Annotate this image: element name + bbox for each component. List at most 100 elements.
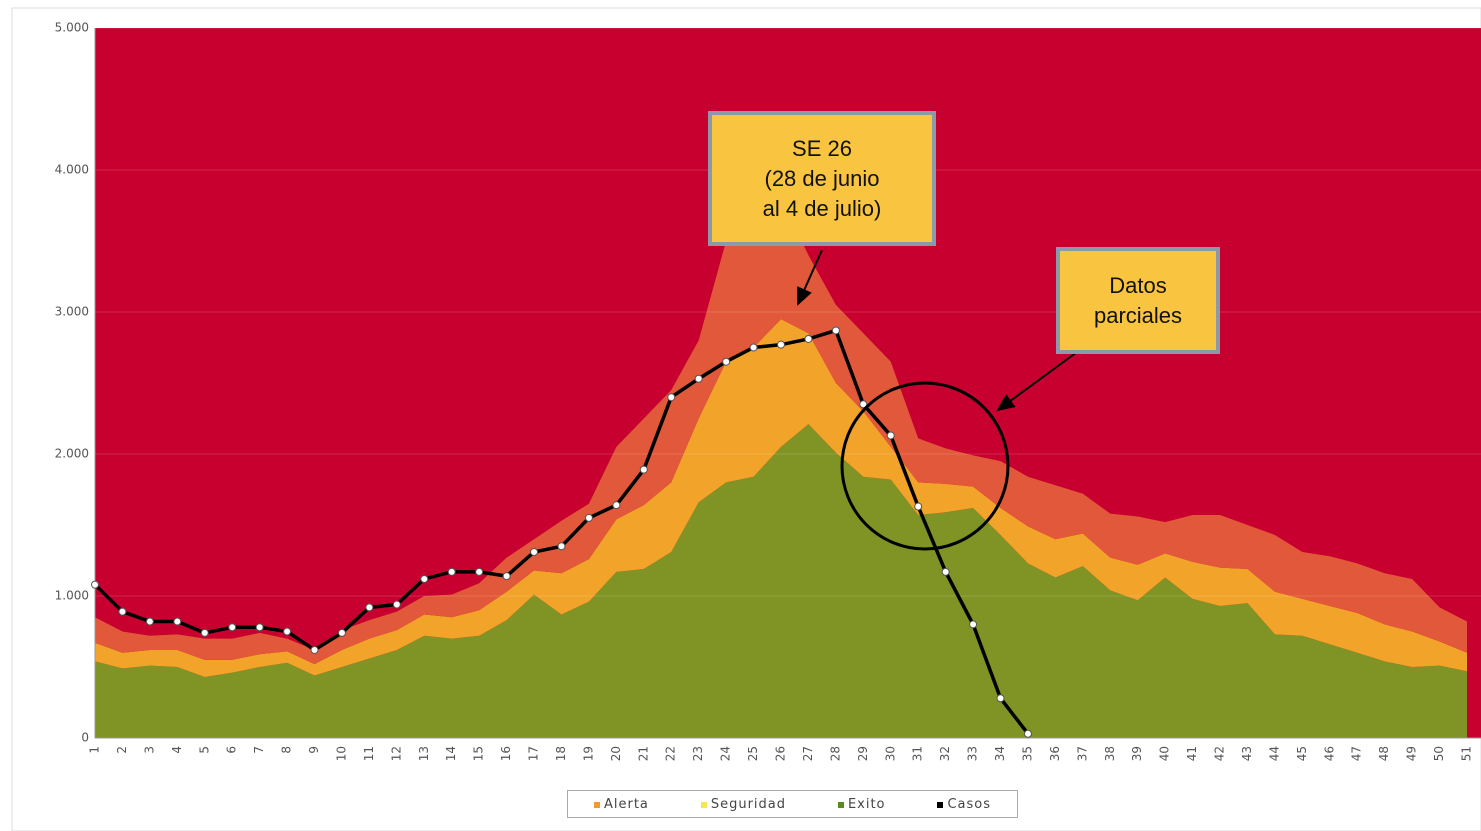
- x-tick-label: 42: [1213, 746, 1227, 761]
- x-tick-label: 13: [417, 746, 431, 761]
- x-tick-label: 21: [636, 746, 650, 761]
- point: [914, 502, 923, 511]
- x-tick-label: 6: [225, 746, 239, 754]
- area: [95, 319, 1467, 677]
- legend-label: Exito: [847, 796, 886, 812]
- legend-item: Seguridad: [700, 796, 786, 812]
- point: [1023, 729, 1032, 738]
- x-tick-label: 3: [142, 746, 156, 754]
- y-tick-label: 1.000: [55, 589, 89, 603]
- x-tick-label: 27: [801, 746, 815, 761]
- legend-label: Alerta: [603, 796, 649, 812]
- point: [310, 645, 319, 654]
- x-tick-label: 11: [362, 746, 376, 761]
- point: [283, 627, 292, 636]
- x-tick-label: 34: [993, 746, 1007, 761]
- x-tick-label: 22: [664, 746, 678, 761]
- x-tick-label: 19: [581, 746, 595, 761]
- legend-swatch: [593, 801, 600, 808]
- x-tick-label: 26: [774, 746, 788, 761]
- arrow: [996, 351, 1078, 412]
- point: [145, 617, 154, 626]
- x-tick-label: 47: [1350, 746, 1364, 761]
- x-tick-label: 44: [1267, 746, 1281, 761]
- x-tick-label: 7: [252, 746, 266, 754]
- point: [337, 628, 346, 637]
- area: [95, 198, 1467, 665]
- x-tick-label: 14: [444, 746, 458, 761]
- point: [118, 607, 127, 616]
- x-tick-label: 15: [472, 746, 486, 761]
- x-tick-label: 17: [527, 746, 541, 761]
- point: [228, 623, 237, 632]
- y-tick-label: 3.000: [55, 305, 89, 319]
- point: [722, 357, 731, 366]
- x-tick-label: 46: [1322, 746, 1336, 761]
- point: [557, 542, 566, 551]
- area: [95, 424, 1467, 738]
- x-tick-label: 45: [1295, 746, 1309, 761]
- point: [831, 326, 840, 335]
- x-tick-label: 5: [197, 746, 211, 754]
- x-tick-label: 4: [170, 746, 184, 754]
- point: [420, 574, 429, 583]
- point: [639, 465, 648, 474]
- point: [941, 567, 950, 576]
- x-tick-label: 40: [1158, 746, 1172, 761]
- point: [392, 600, 401, 609]
- x-tick-label: 37: [1075, 746, 1089, 761]
- x-tick-label: 9: [307, 746, 321, 754]
- point: [91, 580, 99, 589]
- x-tick-label: 41: [1185, 746, 1199, 761]
- x-tick-label: 2: [115, 746, 129, 754]
- x-tick-label: 18: [554, 746, 568, 761]
- callout-line: al 4 de julio): [762, 195, 882, 221]
- legend-swatch: [700, 801, 707, 808]
- x-tick-label: 35: [1020, 746, 1034, 761]
- point: [612, 501, 621, 510]
- callout-line: SE 26: [792, 135, 852, 161]
- y-tick-label: 4.000: [55, 163, 89, 177]
- x-tick-label: 43: [1240, 746, 1254, 761]
- x-tick-label: 31: [911, 746, 925, 761]
- x-tick-label: 28: [828, 746, 842, 761]
- x-tick-label: 10: [334, 746, 348, 761]
- point: [996, 694, 1005, 703]
- point: [447, 567, 456, 576]
- arrow: [797, 249, 823, 306]
- point: [777, 340, 785, 349]
- point: [173, 617, 182, 626]
- legend-label: Seguridad: [710, 796, 786, 812]
- legend-swatch: [837, 801, 844, 808]
- x-tick-label: 49: [1405, 746, 1419, 761]
- x-tick-label: 50: [1432, 746, 1446, 761]
- x-tick-label: 48: [1377, 746, 1391, 761]
- point: [886, 431, 895, 440]
- legend-swatch: [937, 801, 944, 808]
- point: [859, 400, 868, 409]
- point: [502, 572, 511, 581]
- point: [584, 513, 593, 522]
- callout: SE 26 (28 de junio al 4 de julio): [708, 111, 936, 246]
- x-tick-label: 32: [938, 746, 952, 761]
- callout-line: Datos: [1109, 272, 1167, 298]
- point: [694, 374, 703, 383]
- callout-line: (28 de junio: [764, 165, 880, 191]
- x-tick-label: 39: [1130, 746, 1144, 761]
- x-tick-label: 1: [88, 746, 102, 754]
- x-tick-label: 29: [856, 746, 870, 761]
- point: [475, 567, 484, 576]
- y-tick-label: 5.000: [55, 21, 89, 35]
- x-tick-label: 38: [1103, 746, 1117, 761]
- y-tick-label: 2.000: [55, 447, 89, 461]
- point: [749, 343, 758, 352]
- y-tick-label: 0: [81, 731, 89, 745]
- legend-label: Casos: [947, 796, 991, 812]
- legend-item: Exito: [837, 796, 886, 812]
- highlight-circle: [840, 381, 1010, 551]
- x-tick-label: 20: [609, 746, 623, 761]
- point: [200, 628, 209, 637]
- legend-item: Casos: [937, 797, 991, 812]
- point: [365, 603, 374, 612]
